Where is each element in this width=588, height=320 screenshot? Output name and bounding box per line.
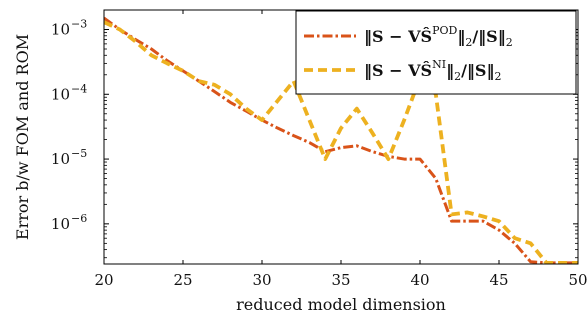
- y-tick-exponent: −3: [71, 18, 87, 31]
- series-line-1: [104, 16, 578, 264]
- x-tick-label: 30: [252, 271, 271, 289]
- x-tick-label: 20: [94, 271, 113, 289]
- legend-box: [295, 10, 577, 95]
- x-tick-label: 35: [331, 271, 350, 289]
- y-axis-label: Error b/w FOM and ROM: [13, 34, 32, 240]
- legend-label-2: ‖S − VŜNI‖2/‖S‖2: [364, 58, 501, 83]
- x-tick-label: 50: [568, 271, 587, 289]
- y-tick-label: 10: [51, 85, 70, 103]
- x-tick-label: 25: [173, 271, 192, 289]
- y-tick-label: 10: [51, 215, 70, 233]
- series-line-2: [104, 20, 578, 264]
- legend: ‖S − VŜPOD‖2/‖S‖2 ‖S − VŜNI‖2/‖S‖2: [295, 10, 577, 95]
- x-axis-label: reduced model dimension: [236, 295, 446, 314]
- y-tick-exponent: −4: [71, 82, 87, 95]
- y-tick-label: 10: [51, 150, 70, 168]
- y-tick-label: 10: [51, 21, 70, 39]
- legend-label-1: ‖S − VŜPOD‖2/‖S‖2: [364, 24, 513, 49]
- y-tick-exponent: −5: [71, 147, 87, 160]
- y-tick-exponent: −6: [71, 212, 87, 225]
- x-tick-label: 45: [489, 271, 508, 289]
- x-tick-label: 40: [410, 271, 429, 289]
